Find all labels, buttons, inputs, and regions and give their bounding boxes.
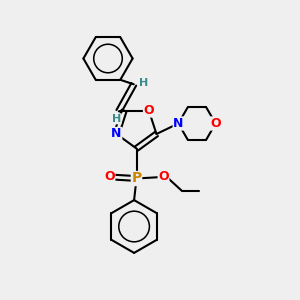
Text: N: N bbox=[111, 128, 122, 140]
Text: H: H bbox=[139, 78, 148, 88]
Text: O: O bbox=[143, 104, 154, 117]
Text: H: H bbox=[112, 114, 121, 124]
Text: O: O bbox=[210, 117, 221, 130]
Text: O: O bbox=[158, 170, 169, 184]
Text: P: P bbox=[131, 172, 142, 185]
Text: N: N bbox=[173, 117, 184, 130]
Text: O: O bbox=[104, 170, 115, 184]
